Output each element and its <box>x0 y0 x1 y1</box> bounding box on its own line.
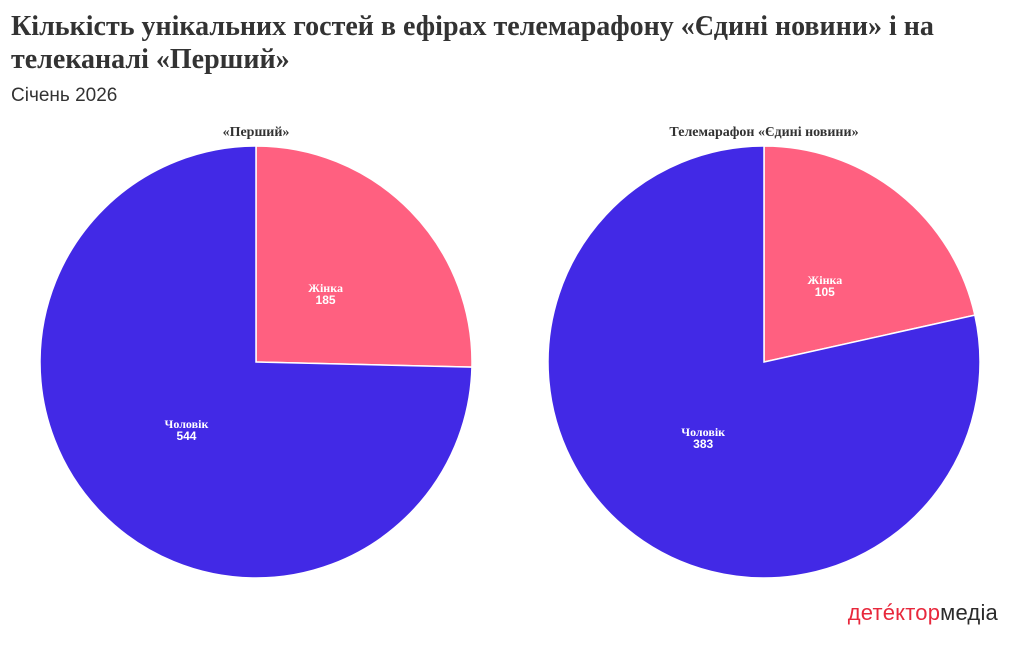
pie-chart-title: «Перший» <box>223 125 290 140</box>
brand-logo: детéктормедіа <box>848 600 998 626</box>
page-title: Кількість унікальних гостей в ефірах тел… <box>11 11 934 75</box>
slice-label: Жінка <box>807 273 842 287</box>
slice-label: Чоловік <box>165 417 209 431</box>
slice-value: 105 <box>815 285 835 299</box>
page-subtitle: Січень 2026 <box>11 85 118 106</box>
slice-label: Чоловік <box>681 425 725 439</box>
brand-logo-part2: медіа <box>940 600 998 625</box>
pie-slice-female[interactable] <box>255 145 473 368</box>
slice-value: 544 <box>176 429 196 443</box>
brand-logo-part1: детéктор <box>847 600 941 625</box>
slice-value: 383 <box>693 437 713 451</box>
pie-slice-female[interactable] <box>763 145 976 363</box>
slice-label: Жінка <box>308 281 343 295</box>
pie-slice-male[interactable] <box>547 145 981 579</box>
pie-slice-male[interactable] <box>39 145 473 579</box>
slice-value: 185 <box>316 293 336 307</box>
pie-chart-title: Телемарафон «Єдині новини» <box>669 125 858 140</box>
